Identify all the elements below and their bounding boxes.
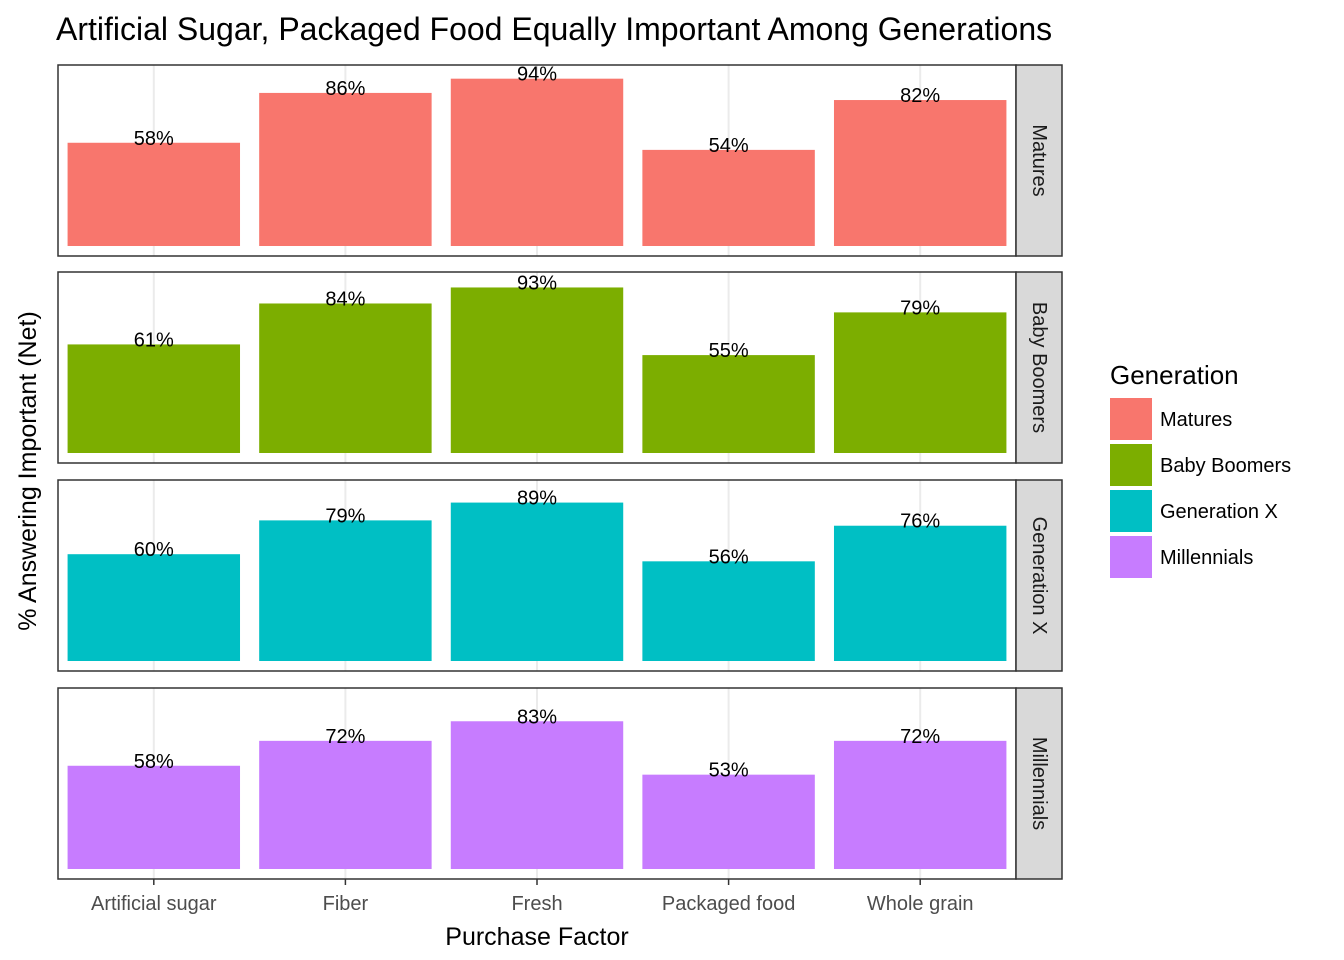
bar-millennials-packaged-food — [642, 774, 815, 869]
facet-strip-label: Generation X — [1028, 517, 1050, 635]
bar-matures-whole-grain — [833, 100, 1007, 246]
data-label: 54% — [709, 135, 749, 157]
data-label: 53% — [709, 760, 749, 782]
bar-generation-x-packaged-food — [642, 561, 815, 661]
facet-panel-matures: 58% 86% 94% 54% 82% Matures — [57, 64, 1063, 257]
legend: Generation Matures Baby Boomers Generation… — [1110, 360, 1291, 578]
bar-generation-x-whole-grain — [833, 525, 1007, 661]
legend-label-millennials: Millennials — [1160, 547, 1253, 569]
legend-key-millennials — [1110, 536, 1152, 578]
facet-panel-generation-x: 60% 79% 89% 56% 76% Generation X — [57, 479, 1063, 672]
legend-label-baby-boomers: Baby Boomers — [1160, 455, 1291, 477]
x-tick-label-packaged-food: Packaged food — [662, 893, 795, 915]
data-label: 89% — [517, 488, 557, 510]
x-tick-label-whole-grain: Whole grain — [867, 893, 974, 915]
facet-panel-baby-boomers: 61% 84% 93% 55% 79% Baby Boomers — [57, 271, 1063, 464]
bar-matures-artificial-sugar — [67, 142, 241, 246]
x-tick-label-artificial-sugar: Artificial sugar — [91, 893, 217, 915]
data-label: 72% — [325, 726, 365, 748]
legend-key-generation-x — [1110, 490, 1152, 532]
data-label: 56% — [709, 546, 749, 568]
bar-millennials-whole-grain — [833, 740, 1007, 869]
data-label: 76% — [900, 511, 940, 533]
data-label: 79% — [900, 297, 940, 319]
data-label: 61% — [134, 329, 174, 351]
data-label: 58% — [134, 751, 174, 773]
bar-baby-boomers-whole-grain — [833, 312, 1007, 453]
data-label: 55% — [709, 340, 749, 362]
x-axis-ticks: Artificial sugar Fiber Fresh Packaged food W… — [91, 879, 974, 915]
facet-panels: 58% 86% 94% 54% 82% Matures 61% 84% 93% 55% 79% Bab… — [57, 64, 1063, 880]
bar-baby-boomers-packaged-food — [642, 355, 815, 453]
data-label: 72% — [900, 726, 940, 748]
x-tick-label-fiber: Fiber — [323, 893, 369, 915]
x-axis-title: Purchase Factor — [445, 923, 628, 951]
bar-matures-fiber — [259, 92, 432, 246]
bar-baby-boomers-artificial-sugar — [67, 344, 241, 453]
chart-title: Artificial Sugar, Packaged Food Equally … — [56, 11, 1052, 47]
facet-strip — [1015, 479, 1063, 672]
bar-millennials-artificial-sugar — [67, 765, 241, 869]
data-label: 60% — [134, 539, 174, 561]
bar-baby-boomers-fresh — [450, 287, 624, 453]
facet-strip — [1015, 271, 1063, 464]
bar-millennials-fresh — [450, 721, 624, 869]
data-label: 86% — [325, 78, 365, 100]
bar-matures-packaged-food — [642, 149, 815, 246]
legend-key-matures — [1110, 398, 1152, 440]
data-label: 83% — [517, 706, 557, 728]
bar-matures-fresh — [450, 78, 624, 247]
data-label: 79% — [325, 505, 365, 527]
legend-key-baby-boomers — [1110, 444, 1152, 486]
facet-strip — [1015, 687, 1063, 880]
bar-generation-x-fresh — [450, 502, 624, 661]
legend-label-matures: Matures — [1160, 409, 1232, 431]
y-axis-title: % Answering Important (Net) — [14, 311, 42, 631]
facet-strip-label: Matures — [1028, 124, 1050, 196]
bar-baby-boomers-fiber — [259, 303, 432, 453]
data-label: 58% — [134, 128, 174, 150]
x-tick-label-fresh: Fresh — [511, 893, 562, 915]
bar-generation-x-fiber — [259, 520, 432, 661]
legend-label-generation-x: Generation X — [1160, 501, 1278, 523]
data-label: 94% — [517, 64, 557, 86]
data-label: 82% — [900, 85, 940, 107]
facet-panel-millennials: 58% 72% 83% 53% 72% Millennials — [57, 687, 1063, 880]
legend-title: Generation — [1110, 360, 1239, 390]
facet-strip-label: Baby Boomers — [1028, 302, 1050, 433]
data-label: 84% — [325, 288, 365, 310]
data-label: 93% — [517, 272, 557, 294]
facet-strip-label: Millennials — [1028, 737, 1050, 830]
bar-millennials-fiber — [259, 740, 432, 869]
facet-strip — [1015, 64, 1063, 257]
bar-generation-x-artificial-sugar — [67, 554, 241, 661]
